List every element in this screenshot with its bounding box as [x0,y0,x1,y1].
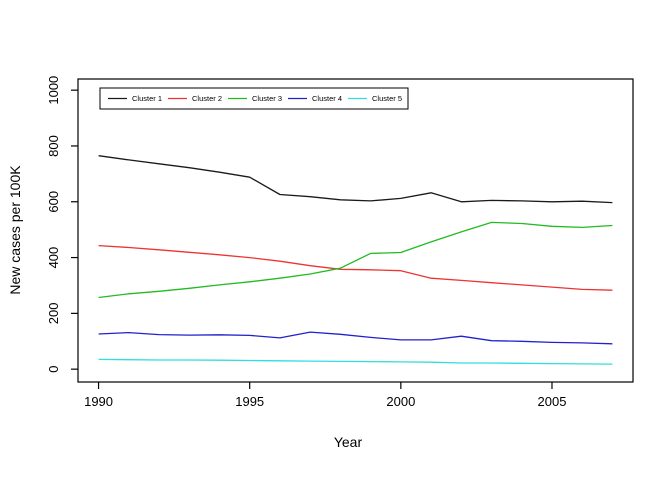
plot-area-border [77,78,634,383]
series-line-cluster-4 [98,331,613,345]
y-tick-label: 200 [46,303,61,325]
legend-box [99,87,409,110]
y-tick-label: 400 [46,247,61,269]
y-axis-title: New cases per 100K [7,165,23,295]
series-line-cluster-2 [98,244,613,291]
y-tick-label: 1000 [46,76,61,105]
y-tick-label: 600 [46,191,61,213]
legend-label-1: Cluster 1 [132,94,162,103]
y-tick-label: 800 [46,135,61,157]
series-line-cluster-5 [98,358,613,365]
y-tick-label: 0 [46,366,61,373]
legend-label-2: Cluster 2 [192,94,222,103]
x-axis-title: Year [334,434,363,450]
x-axis-ticks: 1990 1995 2000 2005 [84,382,566,409]
y-axis-ticks: 0 200 400 600 800 1000 [46,76,78,373]
series-line-cluster-1 [98,155,613,204]
legend-label-4: Cluster 4 [312,94,342,103]
legend: Cluster 1 Cluster 2 Cluster 3 Cluster 4 Clus… [99,87,409,110]
series-line-cluster-3 [98,221,613,299]
x-tick-label: 2005 [538,394,567,409]
data-series-lines [98,155,613,365]
x-tick-label: 2000 [386,394,415,409]
x-tick-label: 1990 [84,394,113,409]
legend-label-5: Cluster 5 [372,94,402,103]
x-tick-label: 1995 [235,394,264,409]
legend-label-3: Cluster 3 [252,94,282,103]
